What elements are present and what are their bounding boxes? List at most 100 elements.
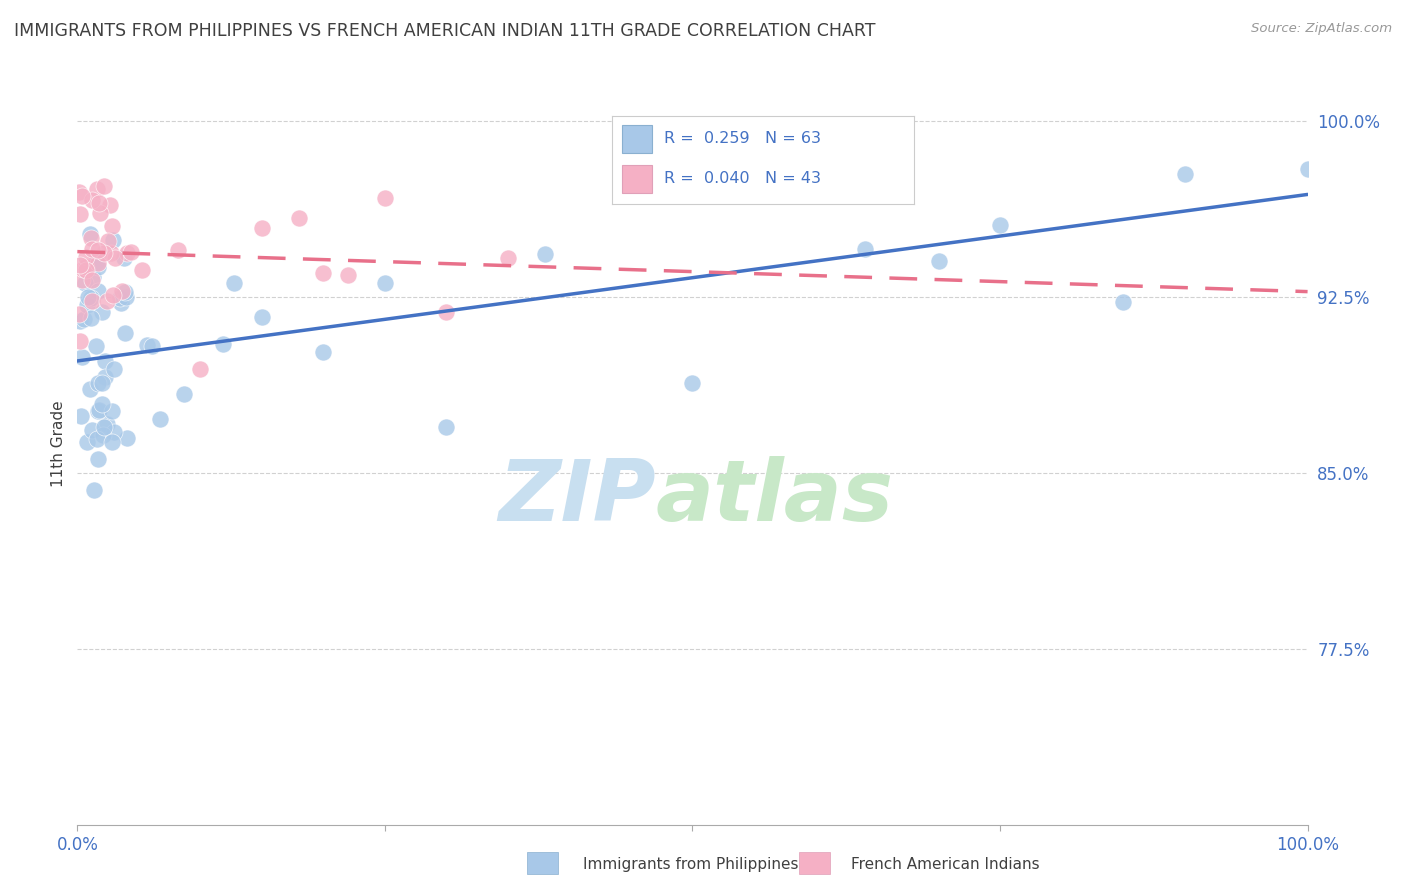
Point [87,402,110,417]
Point [77,290,100,304]
Point [100,246,122,260]
Point [853,242,876,256]
Point [67,307,90,321]
Point [104,251,127,265]
Point [115,246,138,260]
Point [93,246,115,260]
Point [90,376,112,391]
Point [288,211,311,226]
Bar [621,165,651,193]
Point [98,197,121,211]
Text: French American Indians: French American Indians [851,857,1039,872]
Point [70,273,93,287]
Point [337,268,360,282]
Point [312,345,335,359]
Point [101,435,124,450]
Point [212,336,235,351]
Point [1296,162,1319,177]
Point [222,276,245,290]
Point [80,293,103,308]
Point [69,258,91,272]
Point [91,427,114,442]
Point [110,296,132,310]
Point [73,312,96,326]
Point [80,291,103,305]
Point [72,262,94,277]
Point [111,284,134,298]
Point [87,243,110,257]
Point [103,362,125,376]
Point [86,404,108,418]
Point [69,207,91,221]
Point [93,420,115,434]
Point [114,285,136,299]
Point [374,276,396,290]
Point [87,451,110,466]
Point [82,270,104,285]
Text: Source: ZipAtlas.com: Source: ZipAtlas.com [1251,22,1392,36]
Point [69,313,91,327]
Point [988,218,1011,232]
Point [89,206,111,220]
Text: IMMIGRANTS FROM PHILIPPINES VS FRENCH AMERICAN INDIAN 11TH GRADE CORRELATION CHA: IMMIGRANTS FROM PHILIPPINES VS FRENCH AM… [14,22,876,40]
Point [84,254,107,268]
Point [73,277,96,291]
Point [76,298,98,312]
Point [1112,295,1135,310]
Point [496,251,519,265]
Point [101,404,124,418]
Point [96,417,118,431]
Point [1174,167,1197,181]
Point [173,387,195,401]
Bar [799,852,830,874]
Point [76,434,98,449]
Point [75,263,97,277]
Point [79,227,101,242]
Point [87,256,110,270]
Point [87,196,110,211]
Point [86,181,108,195]
Point [682,376,704,390]
Point [136,338,159,352]
Point [83,483,105,497]
Point [75,260,97,275]
Text: atlas: atlas [655,456,894,539]
Point [101,288,124,302]
Point [657,118,679,132]
Point [82,193,104,207]
Point [70,188,93,202]
Point [80,242,103,256]
Point [94,353,117,368]
Point [374,191,396,205]
Point [534,247,557,261]
Point [79,382,101,396]
Point [84,339,107,353]
Point [188,361,212,376]
Point [70,409,93,423]
Point [928,254,950,268]
Text: ZIP: ZIP [498,456,655,539]
Point [436,420,458,434]
Point [93,179,115,194]
Point [80,423,103,437]
Point [103,233,125,247]
Point [112,251,135,265]
Y-axis label: 11th Grade: 11th Grade [51,401,66,487]
Point [103,425,125,439]
Point [69,334,91,348]
Point [167,243,190,257]
Text: R =  0.259   N = 63: R = 0.259 N = 63 [664,131,821,146]
Point [149,411,172,425]
Point [96,293,118,308]
Point [436,304,458,318]
Point [70,350,93,364]
Point [250,310,273,324]
Point [80,273,103,287]
Bar [621,125,651,153]
Point [94,370,117,384]
Point [115,431,138,445]
Point [87,284,110,298]
Point [80,231,103,245]
Point [86,432,108,446]
Point [75,250,97,264]
